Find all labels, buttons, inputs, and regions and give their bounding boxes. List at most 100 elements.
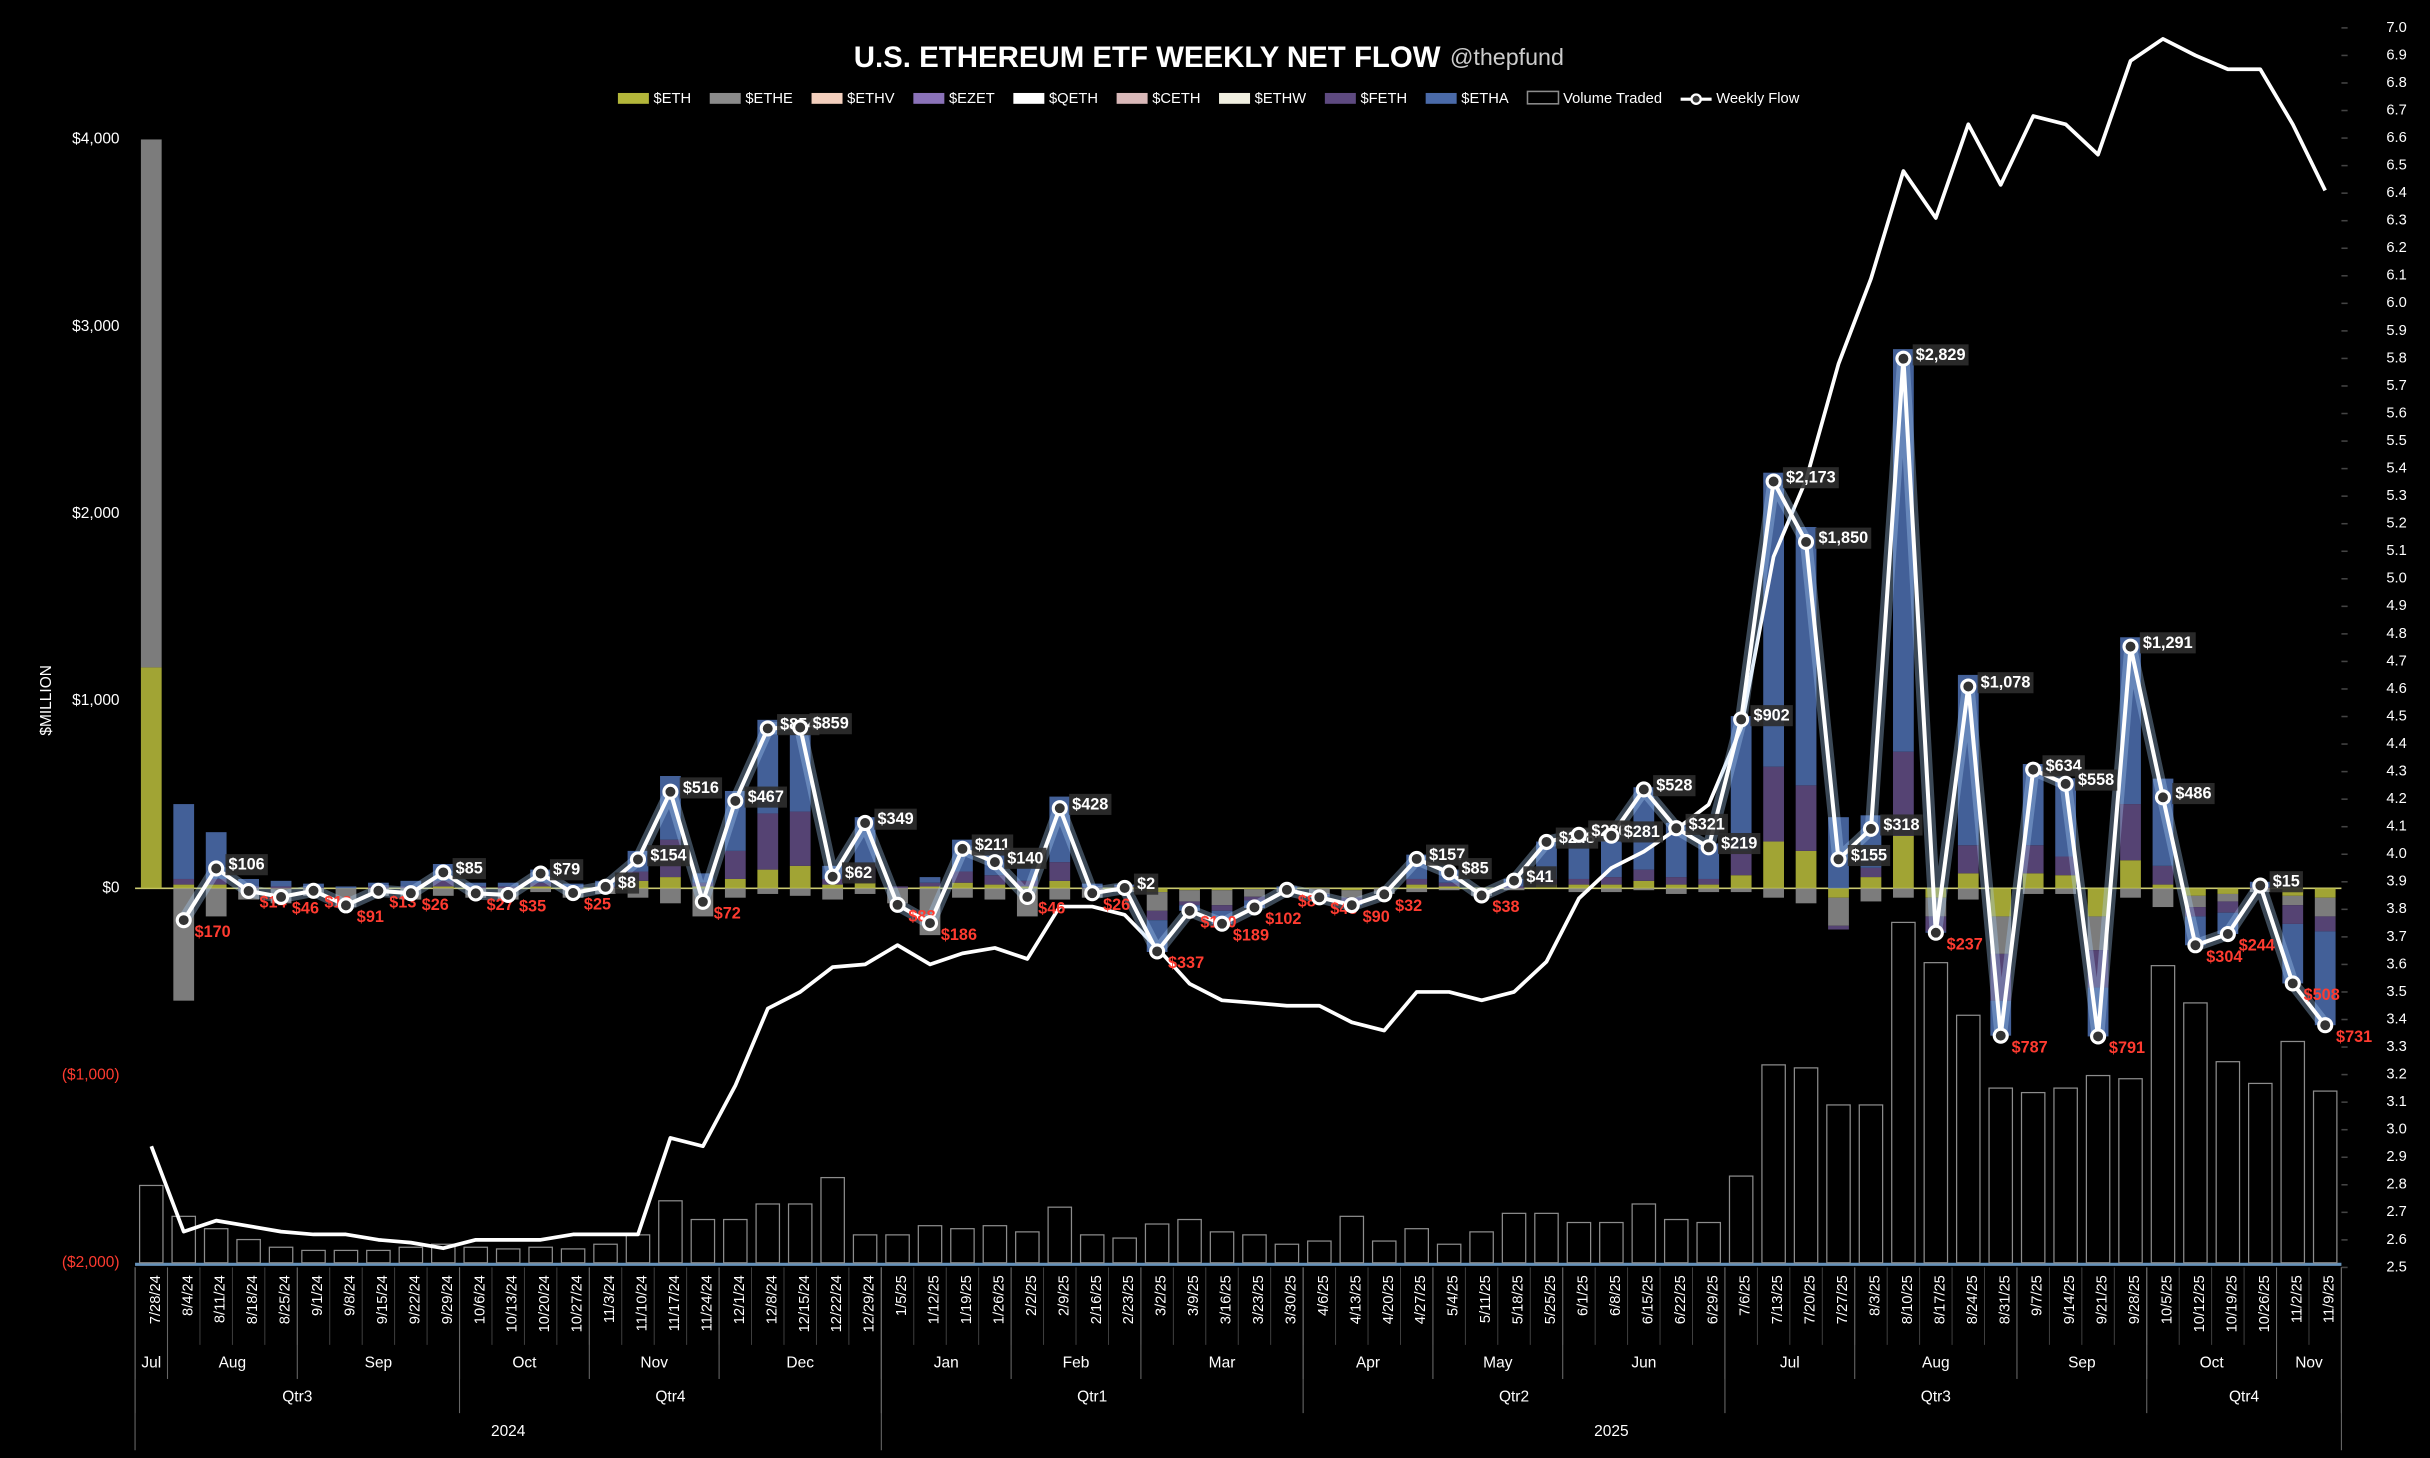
flow-value-label: $79 — [553, 861, 580, 879]
y2-tick-label: 5.8 — [2386, 350, 2406, 366]
volume-bar — [1891, 921, 1916, 1264]
legend-item: $ETHW — [1219, 91, 1306, 107]
month-label: Mar — [1209, 1355, 1236, 1372]
flow-bar — [1406, 878, 1428, 885]
flow-bar — [1049, 880, 1071, 889]
y2-tick-label: 4.0 — [2386, 846, 2406, 862]
volume-bar — [1015, 1231, 1040, 1264]
flow-bar — [952, 882, 973, 889]
x-tick-label: 10/5/25 — [2160, 1275, 2176, 1324]
x-tick-label: 8/25/24 — [278, 1275, 294, 1324]
flow-label-bg — [1815, 527, 1872, 549]
volume-bar — [2312, 1090, 2338, 1264]
flow-value-label: $902 — [1754, 707, 1790, 725]
x-tick-label: 9/8/24 — [342, 1275, 358, 1316]
y-tick-label: $0 — [102, 879, 119, 896]
flow-bar — [205, 878, 227, 885]
flow-bar — [140, 667, 162, 889]
title: U.S. ETHEREUM ETF WEEKLY NET FLOW — [854, 41, 1441, 74]
y2-tick-label: 4.3 — [2386, 763, 2406, 779]
flow-bar — [822, 888, 844, 900]
x-tick-label: 10/19/25 — [2224, 1275, 2240, 1332]
flow-point — [2057, 775, 2074, 792]
flow-bar — [1730, 850, 1752, 876]
flow-label-bg — [1523, 866, 1557, 888]
flow-value-label: $304 — [2206, 948, 2242, 966]
price-line — [149, 37, 2327, 1251]
volume-bar — [1501, 1212, 1527, 1264]
x-tick-label: 11/3/24 — [602, 1275, 618, 1323]
volume-bar — [1047, 1206, 1073, 1264]
flow-bar — [1730, 716, 1752, 851]
flow-point — [402, 885, 419, 902]
flow-value-label: $157 — [1429, 846, 1465, 864]
flow-bar — [1763, 841, 1784, 889]
flow-point — [2154, 789, 2172, 806]
legend-swatch — [1219, 92, 1251, 104]
flow-label-bg — [2139, 632, 2196, 654]
flow-bar — [2152, 865, 2174, 885]
flow-bar — [2282, 895, 2304, 906]
y2-tick-label: 4.4 — [2386, 736, 2406, 752]
flow-point — [435, 864, 452, 881]
flow-bar — [1665, 822, 1687, 878]
flow-bar — [1211, 888, 1233, 891]
flow-bar — [432, 888, 454, 896]
flow-point — [1733, 711, 1750, 728]
volume-bar — [2053, 1087, 2078, 1264]
y2-tick-label: 5.7 — [2386, 378, 2406, 394]
flow-bar — [270, 880, 292, 887]
x-tick-label: 11/10/24 — [635, 1275, 651, 1331]
x-tick-label: 8/24/25 — [1965, 1275, 1981, 1324]
flow-point — [1213, 915, 1231, 932]
x-tick-label: 10/6/24 — [472, 1275, 488, 1324]
flow-value-label: $2,173 — [1786, 469, 1836, 487]
volume-bar — [2215, 1061, 2241, 1264]
flow-bar — [1438, 888, 1460, 891]
x-tick-label: 3/2/25 — [1154, 1275, 1170, 1316]
flow-bar — [2217, 893, 2239, 902]
flow-point — [1960, 678, 1977, 695]
volume-bar — [1826, 1104, 1851, 1264]
y-axis-label: $MILLION — [38, 665, 55, 736]
flow-bar — [1016, 886, 1038, 889]
flow-bar — [1795, 888, 1817, 904]
flow-label-bg — [1458, 858, 1492, 880]
flow-point — [1441, 864, 1458, 881]
x-tick-label: 11/17/24 — [667, 1275, 683, 1331]
flow-point — [1473, 887, 1490, 904]
quarter-label: Qtr1 — [1077, 1389, 1107, 1406]
flow-bar — [1211, 890, 1233, 906]
flow-bar — [1665, 877, 1687, 885]
flow-bar — [270, 886, 292, 889]
flow-value-label: $349 — [878, 810, 914, 828]
y2-tick-label: 5.6 — [2386, 405, 2406, 421]
flow-bar — [854, 882, 876, 889]
flow-bar — [2055, 875, 2077, 889]
volume-bar — [1274, 1243, 1300, 1264]
flow-bar — [530, 882, 552, 887]
flow-bar — [1828, 888, 1849, 898]
flow-value-label: $41 — [1526, 868, 1553, 886]
x-tick-label: 12/22/24 — [829, 1275, 845, 1332]
legend-item: $ETHA — [1425, 91, 1509, 107]
flow-point — [1668, 820, 1685, 837]
flow-point — [1408, 850, 1425, 867]
volume-bar — [1079, 1234, 1105, 1264]
legend-label: $ETHV — [847, 91, 895, 107]
legend-label: $FETH — [1360, 91, 1407, 107]
volume-bar — [138, 1184, 164, 1264]
volume-bar — [1566, 1221, 1592, 1264]
x-tick-label: 10/13/24 — [505, 1275, 521, 1332]
legend-swatch — [913, 92, 945, 104]
flow-bar — [1244, 888, 1265, 890]
flow-label-bg — [647, 845, 690, 867]
flow-bar — [2055, 856, 2077, 876]
volume-bar — [236, 1238, 261, 1264]
flow-bar — [1730, 888, 1752, 893]
flow-label-bg — [1977, 672, 2034, 694]
flow-label-bg — [1653, 775, 1696, 797]
flow-bar — [919, 877, 941, 883]
flow-bar — [1438, 882, 1460, 887]
